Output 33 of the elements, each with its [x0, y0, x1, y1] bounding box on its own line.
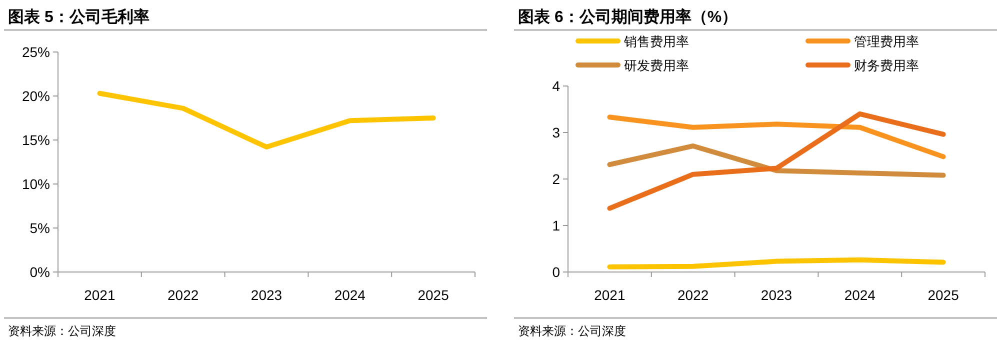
y-tick-label: 4	[552, 78, 560, 94]
x-tick-label: 2024	[334, 287, 366, 303]
legend-item: 财务费用率	[806, 58, 919, 73]
y-tick-label: 25%	[22, 44, 50, 60]
legend-label: 销售费用率	[623, 34, 689, 49]
y-tick-label: 5%	[30, 220, 50, 236]
y-tick-label: 0	[552, 264, 560, 280]
x-tick-label: 2025	[418, 287, 450, 303]
legend-label: 财务费用率	[854, 58, 919, 73]
chart-title: 图表 6：公司期间费用率（%）	[518, 7, 738, 26]
y-tick-label: 2	[552, 171, 560, 187]
y-tick-label: 1	[552, 218, 560, 234]
legend-label: 管理费用率	[854, 34, 919, 49]
x-tick-label: 2023	[760, 287, 792, 303]
legend-label: 研发费用率	[624, 58, 689, 73]
x-tick-label: 2022	[168, 287, 199, 303]
y-tick-label: 0%	[30, 264, 50, 280]
y-tick-label: 15%	[22, 132, 50, 148]
y-tick-label: 10%	[22, 176, 50, 192]
x-tick-label: 2021	[594, 287, 626, 303]
x-tick-label: 2025	[928, 287, 960, 303]
legend-item: 管理费用率	[806, 34, 919, 49]
chart-title: 图表 5：公司毛利率	[8, 7, 150, 26]
text: 资料来源：公司深度	[8, 324, 116, 338]
y-tick-label: 20%	[22, 88, 50, 104]
legend-item: 研发费用率	[576, 58, 689, 73]
x-tick-label: 2024	[844, 287, 876, 303]
legend-item: 销售费用率	[576, 34, 689, 49]
x-tick-label: 2022	[678, 287, 709, 303]
x-tick-label: 2023	[250, 287, 282, 303]
y-tick-label: 3	[552, 124, 560, 140]
text: 资料来源：公司深度	[518, 324, 626, 338]
x-tick-label: 2021	[84, 287, 116, 303]
